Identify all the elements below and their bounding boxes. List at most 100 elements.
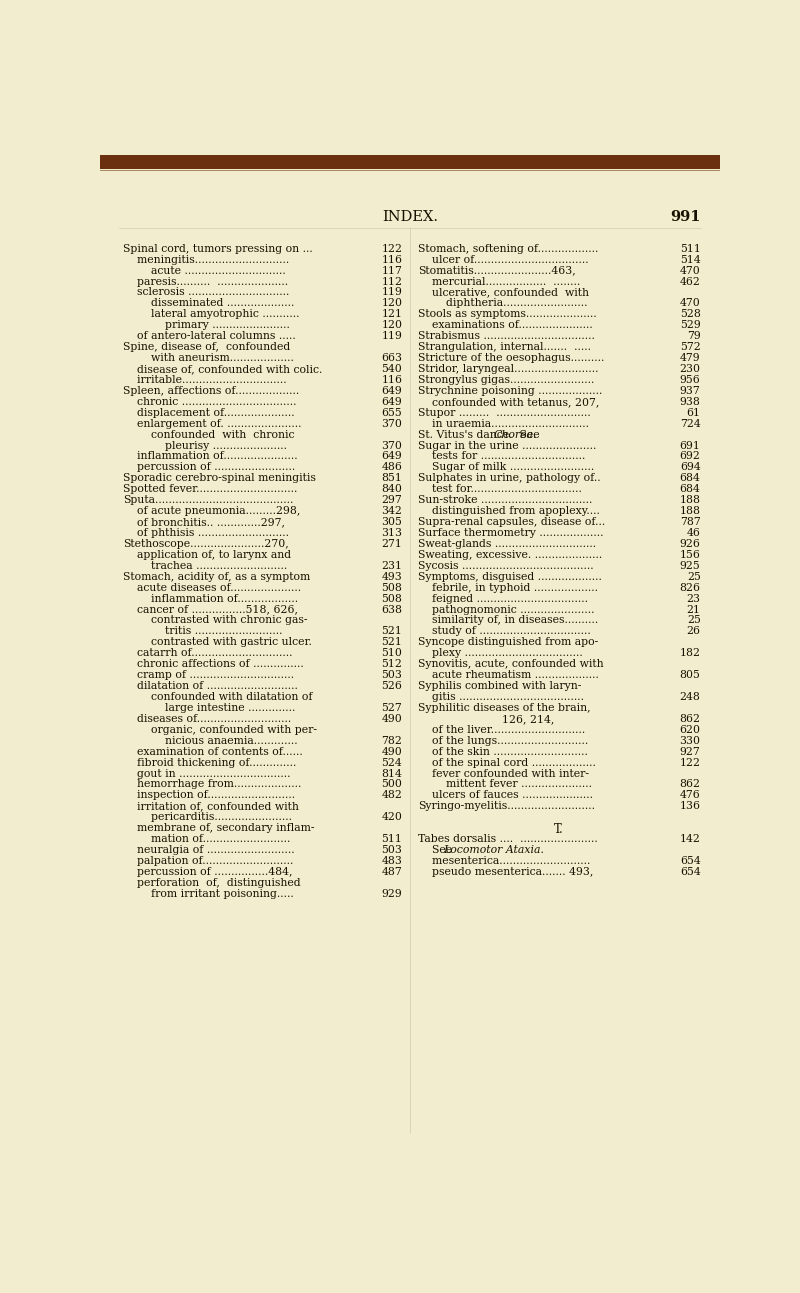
Text: 663: 663: [382, 353, 402, 363]
Text: 862: 862: [680, 780, 701, 790]
Text: 120: 120: [382, 299, 402, 308]
Text: ulcers of fauces .....................: ulcers of fauces .....................: [418, 790, 593, 800]
Text: pathognomonic ......................: pathognomonic ......................: [418, 605, 594, 614]
Text: T.: T.: [554, 824, 564, 837]
Text: 305: 305: [382, 517, 402, 528]
Text: fibroid thickening of..............: fibroid thickening of..............: [123, 758, 297, 768]
Text: Stupor .........  ............................: Stupor ......... .......................…: [418, 407, 590, 418]
Text: 649: 649: [382, 385, 402, 396]
Text: 21: 21: [686, 605, 701, 614]
Text: Stomach, acidity of, as a symptom: Stomach, acidity of, as a symptom: [123, 572, 310, 582]
Text: of the skin ............................: of the skin ............................: [418, 746, 588, 756]
Text: Stools as symptoms.....................: Stools as symptoms.....................: [418, 309, 597, 319]
Text: Syphilitic diseases of the brain,: Syphilitic diseases of the brain,: [418, 703, 590, 712]
Text: Strangulation, internal.......  .....: Strangulation, internal....... .....: [418, 343, 590, 352]
Text: 524: 524: [382, 758, 402, 768]
Text: sclerosis ..............................: sclerosis ..............................: [123, 287, 290, 297]
Text: 470: 470: [680, 299, 701, 308]
Text: 25: 25: [686, 615, 701, 626]
Text: 510: 510: [382, 648, 402, 658]
Text: meningitis............................: meningitis............................: [123, 255, 290, 265]
Text: 514: 514: [680, 255, 701, 265]
Text: Strychnine poisoning ...................: Strychnine poisoning ...................: [418, 385, 602, 396]
Text: Synovitis, acute, confounded with: Synovitis, acute, confounded with: [418, 659, 603, 670]
Text: 136: 136: [680, 802, 701, 811]
Text: 116: 116: [382, 375, 402, 385]
Text: Strongylus gigas.........................: Strongylus gigas........................…: [418, 375, 594, 385]
Text: Spleen, affections of...................: Spleen, affections of...................: [123, 385, 299, 396]
Text: 116: 116: [382, 255, 402, 265]
Text: 938: 938: [680, 397, 701, 407]
Text: 487: 487: [382, 866, 402, 877]
Text: Sun-stroke .................................: Sun-stroke .............................…: [418, 495, 592, 506]
Text: mercurial..................  ........: mercurial.................. ........: [418, 277, 580, 287]
Text: 956: 956: [680, 375, 701, 385]
Text: 483: 483: [382, 856, 402, 866]
Text: membrane of, secondary inflam-: membrane of, secondary inflam-: [123, 824, 314, 833]
Text: 182: 182: [680, 648, 701, 658]
Text: 188: 188: [680, 506, 701, 516]
Text: chronic ..................................: chronic ................................…: [123, 397, 297, 407]
Text: with aneurism...................: with aneurism...................: [123, 353, 294, 363]
Text: 119: 119: [382, 331, 402, 341]
Text: 654: 654: [680, 856, 701, 866]
Text: Locomotor Ataxia.: Locomotor Ataxia.: [443, 846, 544, 855]
Text: Stomach, softening of..................: Stomach, softening of..................: [418, 243, 598, 253]
Text: confounded with tetanus, 207,: confounded with tetanus, 207,: [418, 397, 599, 407]
Text: 851: 851: [382, 473, 402, 484]
Text: ulcer of..................................: ulcer of................................…: [418, 255, 588, 265]
Bar: [100, 155, 720, 169]
Text: Spinal cord, tumors pressing on ...: Spinal cord, tumors pressing on ...: [123, 243, 313, 253]
Text: 79: 79: [687, 331, 701, 341]
Text: enlargement of. ......................: enlargement of. ......................: [123, 419, 302, 429]
Text: of the liver............................: of the liver............................: [418, 725, 585, 734]
Text: diseases of............................: diseases of............................: [123, 714, 291, 724]
Text: of acute pneumonia.........298,: of acute pneumonia.........298,: [123, 506, 301, 516]
Text: gout in .................................: gout in ................................…: [123, 768, 290, 778]
Text: of bronchitis.. .............297,: of bronchitis.. .............297,: [123, 517, 286, 528]
Text: 840: 840: [382, 485, 402, 494]
Text: mesenterica...........................: mesenterica...........................: [418, 856, 590, 866]
Text: 142: 142: [680, 834, 701, 844]
Text: 313: 313: [382, 528, 402, 538]
Text: examinations of......................: examinations of......................: [418, 321, 593, 330]
Text: 156: 156: [680, 550, 701, 560]
Text: 925: 925: [680, 561, 701, 570]
Text: distinguished from apoplexy....: distinguished from apoplexy....: [418, 506, 600, 516]
Text: Chorea.: Chorea.: [493, 429, 537, 440]
Text: 826: 826: [680, 583, 701, 592]
Text: 927: 927: [680, 746, 701, 756]
Text: pleurisy ......................: pleurisy ......................: [123, 441, 287, 450]
Text: of phthisis ...........................: of phthisis ...........................: [123, 528, 290, 538]
Text: inspection of..........................: inspection of..........................: [123, 790, 295, 800]
Text: 370: 370: [382, 441, 402, 450]
Text: 512: 512: [382, 659, 402, 670]
Text: 25: 25: [686, 572, 701, 582]
Text: 470: 470: [680, 265, 701, 275]
Text: percussion of ........................: percussion of ........................: [123, 463, 295, 472]
Text: 490: 490: [382, 714, 402, 724]
Text: neuralgia of ..........................: neuralgia of ..........................: [123, 846, 295, 855]
Text: 691: 691: [680, 441, 701, 450]
Text: confounded  with  chronic: confounded with chronic: [123, 429, 294, 440]
Text: 370: 370: [382, 419, 402, 429]
Text: Sulphates in urine, pathology of..: Sulphates in urine, pathology of..: [418, 473, 600, 484]
Text: contrasted with gastric ulcer.: contrasted with gastric ulcer.: [123, 637, 312, 648]
Text: 684: 684: [680, 473, 701, 484]
Text: palpation of...........................: palpation of...........................: [123, 856, 294, 866]
Text: plexy ...................................: plexy ..................................…: [418, 648, 582, 658]
Text: inflammation of......................: inflammation of......................: [123, 451, 298, 462]
Text: 23: 23: [686, 593, 701, 604]
Text: Sweat-glands ..............................: Sweat-glands ...........................…: [418, 539, 596, 550]
Text: 121: 121: [382, 309, 402, 319]
Text: mation of..........................: mation of..........................: [123, 834, 290, 844]
Text: Stricture of the oesophagus..........: Stricture of the oesophagus..........: [418, 353, 604, 363]
Text: confounded with dilatation of: confounded with dilatation of: [123, 692, 313, 702]
Text: Stomatitis.......................463,: Stomatitis.......................463,: [418, 265, 575, 275]
Text: Sputa.........................................: Sputa...................................…: [123, 495, 294, 506]
Text: similarity of, in diseases..........: similarity of, in diseases..........: [418, 615, 598, 626]
Text: 486: 486: [382, 463, 402, 472]
Text: nicious anaemia.............: nicious anaemia.............: [123, 736, 298, 746]
Text: Sweating, excessive. ....................: Sweating, excessive. ...................…: [418, 550, 602, 560]
Text: diphtheria.........................: diphtheria.........................: [418, 299, 587, 308]
